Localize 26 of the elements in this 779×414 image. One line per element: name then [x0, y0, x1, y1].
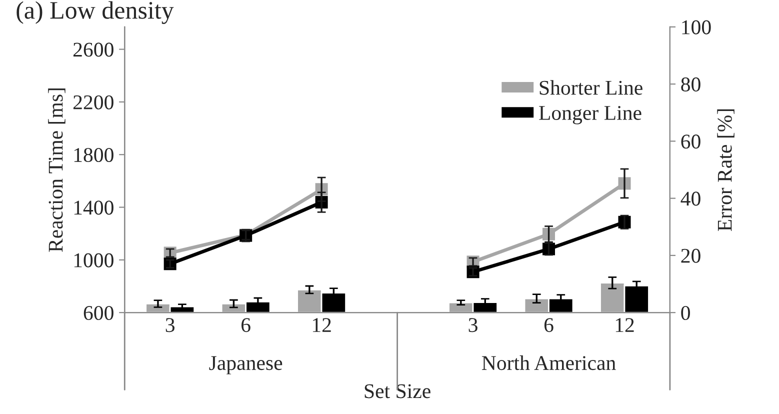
y2-tick-label: 20 — [681, 248, 700, 263]
x-tick-label: 6 — [242, 318, 250, 332]
y2-tick-label: 60 — [681, 134, 700, 149]
y2-tick-label: 100 — [682, 20, 711, 34]
x-tick-label: 12 — [616, 318, 634, 332]
text: Japanese — [209, 356, 282, 374]
y-tick-label: 1800 — [74, 148, 114, 162]
y2-tick-label: 80 — [681, 77, 700, 92]
y-tick-label: 600 — [84, 306, 114, 320]
x-tick-label: 3 — [468, 318, 478, 332]
y-tick-label: 2200 — [73, 95, 114, 110]
text: North American — [482, 355, 616, 370]
x-tick-label: 3 — [166, 318, 174, 332]
y-tick-label: 2600 — [73, 42, 114, 57]
x-tick-label: 6 — [544, 318, 554, 332]
y-tick-label: 1400 — [74, 200, 114, 215]
legend-label: Longer Line — [539, 106, 642, 124]
y-axis-title: Reaction Time [ms] — [48, 88, 66, 252]
y2-tick-label: 40 — [680, 192, 700, 206]
y2-axis-title: Error Rate [%] — [717, 109, 734, 232]
y-tick-label: 1000 — [74, 253, 114, 268]
legend-label: Shorter Line — [540, 80, 642, 95]
y2-tick-label: 0 — [681, 306, 690, 320]
x-tick-label: 12 — [312, 318, 331, 332]
x-axis-title: Set Size — [364, 384, 430, 398]
chart-title: (a) Low density — [16, 1, 174, 24]
